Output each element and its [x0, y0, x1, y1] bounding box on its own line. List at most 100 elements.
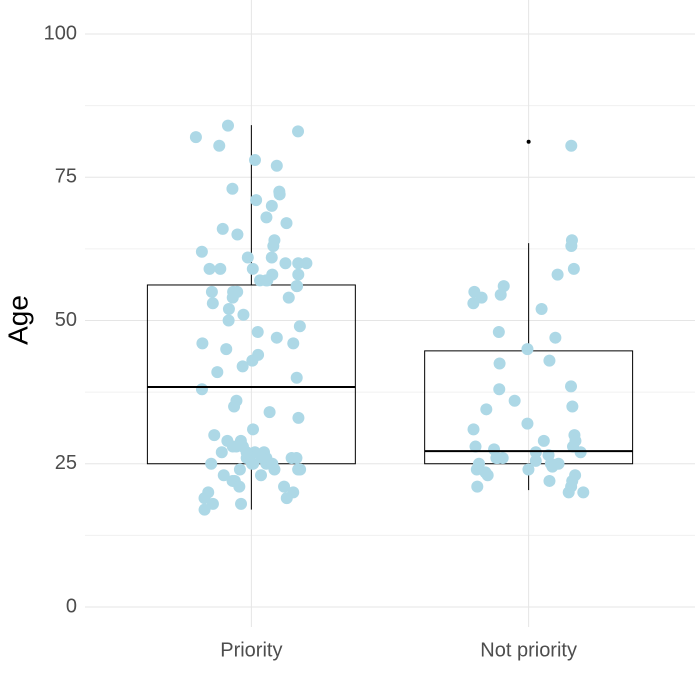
data-point — [205, 285, 218, 298]
data-point — [215, 446, 228, 459]
data-point — [529, 454, 542, 467]
data-point — [206, 297, 219, 310]
y-axis-title: Age — [2, 295, 33, 345]
data-point — [537, 434, 550, 447]
data-point — [255, 452, 268, 465]
data-point — [280, 217, 293, 230]
data-point — [577, 486, 590, 499]
data-point — [265, 251, 278, 264]
data-point — [198, 503, 211, 516]
data-point — [236, 360, 249, 373]
data-point — [237, 308, 250, 321]
data-point — [270, 159, 283, 172]
data-point — [214, 262, 227, 275]
data-point — [278, 480, 291, 493]
data-point — [292, 268, 305, 281]
y-tick-label: 50 — [55, 309, 77, 331]
data-point — [493, 383, 506, 396]
data-point — [260, 274, 273, 287]
data-point — [231, 228, 244, 241]
data-point — [247, 423, 260, 436]
data-point — [241, 251, 254, 264]
y-tick-label: 0 — [66, 595, 77, 617]
data-point — [228, 400, 241, 413]
data-point — [195, 245, 208, 258]
outlier — [526, 139, 531, 144]
data-point — [206, 497, 219, 510]
data-point — [287, 337, 300, 350]
data-point — [508, 394, 521, 407]
data-point — [549, 331, 562, 344]
data-point — [263, 406, 276, 419]
data-point — [521, 417, 534, 430]
data-point — [189, 131, 202, 144]
data-point — [265, 199, 278, 212]
data-point — [481, 469, 494, 482]
data-point — [290, 280, 303, 293]
data-point — [273, 188, 286, 201]
data-point — [493, 357, 506, 370]
data-point — [203, 262, 216, 275]
data-point — [292, 125, 305, 138]
data-point — [268, 463, 281, 476]
data-point — [196, 337, 209, 350]
data-point — [567, 262, 580, 275]
data-point — [467, 423, 480, 436]
data-point — [220, 343, 233, 356]
y-tick-label: 75 — [55, 166, 77, 188]
data-point — [205, 457, 218, 470]
data-point — [251, 325, 264, 338]
data-point — [471, 480, 484, 493]
data-point — [226, 291, 239, 304]
data-point — [254, 469, 267, 482]
data-point — [211, 366, 224, 379]
data-point — [292, 463, 305, 476]
data-point — [562, 486, 575, 499]
data-point — [222, 314, 235, 327]
data-point — [221, 119, 234, 132]
data-point — [195, 383, 208, 396]
data-point — [213, 139, 226, 152]
data-point — [233, 480, 246, 493]
x-tick-label: Priority — [220, 639, 282, 661]
data-point — [290, 371, 303, 384]
data-point — [240, 446, 253, 459]
data-point — [522, 463, 535, 476]
data-point — [529, 446, 542, 459]
data-point — [226, 440, 239, 453]
data-point — [248, 154, 261, 167]
data-point — [469, 440, 482, 453]
data-point — [285, 452, 298, 465]
data-point — [566, 400, 579, 413]
data-point — [208, 429, 221, 442]
x-tick-label: Not priority — [480, 639, 577, 661]
data-point — [279, 257, 292, 270]
data-point — [250, 194, 263, 207]
data-point — [198, 492, 211, 505]
data-point — [494, 288, 507, 301]
data-point — [222, 303, 235, 316]
data-point — [543, 354, 556, 367]
data-point — [293, 320, 306, 333]
data-point — [280, 492, 293, 505]
data-point — [246, 262, 259, 275]
data-point — [233, 463, 246, 476]
data-point — [574, 446, 587, 459]
data-point — [217, 469, 230, 482]
data-point — [216, 222, 229, 235]
data-point — [543, 474, 556, 487]
data-point — [270, 331, 283, 344]
data-point — [267, 240, 280, 253]
data-point — [480, 403, 493, 416]
data-point — [565, 240, 578, 253]
data-point — [565, 380, 578, 393]
data-point — [300, 257, 313, 270]
y-tick-label: 100 — [44, 22, 77, 44]
data-point — [521, 343, 534, 356]
data-point — [292, 411, 305, 424]
data-point — [492, 325, 505, 338]
data-point — [490, 452, 503, 465]
data-point — [467, 297, 480, 310]
data-point — [565, 139, 578, 152]
